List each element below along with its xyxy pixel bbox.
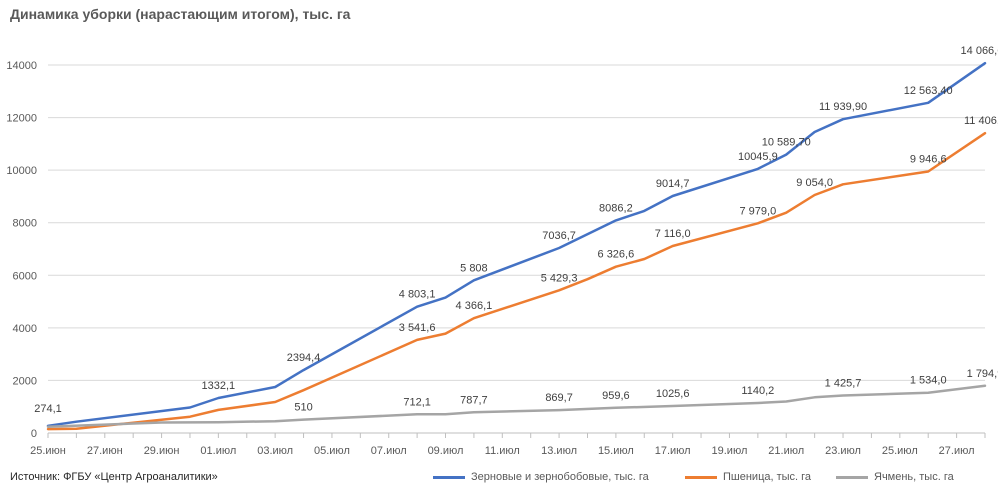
y-tick-label: 14000 [6,60,37,72]
data-label: 869,7 [545,392,573,404]
legend-label-barley: Ячмень, тыс. га [874,471,954,483]
data-label: 9 946,6 [910,154,947,166]
data-label: 6 326,6 [598,249,635,261]
x-tick-label: 07.июл [371,445,407,457]
legend-label-wheat: Пшеница, тыс. га [723,471,812,483]
data-label: 10045,9 [738,151,778,163]
x-tick-label: 01.июл [200,445,236,457]
data-label: 2394,4 [287,352,321,364]
data-label: 787,7 [460,394,488,406]
y-tick-label: 12000 [6,113,37,125]
data-label: 7 979,0 [739,205,776,217]
series-line-2 [46,384,987,428]
x-tick-label: 27.июл [939,445,975,457]
data-label: 1140,2 [741,385,774,397]
legend-label-grain: Зерновые и зернобобовые, тыс. га [471,471,649,483]
x-tick-label: 15.июл [598,445,634,457]
y-tick-label: 6000 [13,270,37,282]
y-tick-label: 8000 [13,218,37,230]
data-label: 1 425,7 [825,378,862,390]
x-tick-label: 09.июл [428,445,464,457]
x-tick-label: 11.июл [485,445,520,457]
data-label: 4 803,1 [399,289,436,301]
x-tick-label: 05.июл [314,445,350,457]
data-label: 14 066,60 [961,45,998,57]
legend-swatch-grain [433,475,465,479]
data-label: 959,6 [602,390,630,402]
x-tick-label: 21.июл [768,445,804,457]
data-label: 10 589,70 [762,137,811,149]
legend-swatch-wheat [685,475,717,479]
data-label: 8086,2 [599,202,633,214]
x-tick-label: 13.июл [541,445,577,457]
x-tick-label: 25.июл [882,445,918,457]
y-tick-label: 10000 [6,165,37,177]
data-label: 510 [294,402,312,414]
data-label: 12 563,40 [904,85,953,97]
data-label: 1332,1 [202,380,236,392]
x-tick-label: 29.июн [144,445,180,457]
x-tick-label: 19.июл [712,445,748,457]
data-label: 7 116,0 [655,228,691,240]
y-tick-label: 2000 [13,375,37,387]
data-label: 7036,7 [542,230,576,242]
legend-item-grain: Зерновые и зернобобовые, тыс. га [433,471,649,483]
x-tick-label: 03.июл [257,445,293,457]
y-tick-label: 4000 [13,323,37,335]
series-line-1 [46,131,987,431]
data-label: 11 939,90 [819,101,867,113]
data-label: 1025,6 [656,388,690,400]
data-label: 4 366,1 [456,300,493,312]
chart-title: Динамика уборки (нарастающим итогом), ты… [10,6,351,22]
x-tick-label: 27.июн [87,445,123,457]
legend-swatch-barley [836,475,868,479]
x-tick-label: 25.июн [30,445,66,457]
data-label: 3 541,6 [399,322,436,334]
source-note: Источник: ФГБУ «Центр Агроаналитики» [10,471,218,483]
legend-item-wheat: Пшеница, тыс. га [685,471,811,483]
data-label: 5 808 [460,262,488,274]
legend-item-barley: Ячмень, тыс. га [836,471,954,483]
data-label: 5 429,3 [541,272,578,284]
data-label: 9014,7 [656,178,690,190]
x-tick-label: 23.июл [825,445,861,457]
data-label: 1 794,9 [967,368,998,380]
data-label: 11 406,7 [964,115,998,127]
x-tick-label: 17.июл [655,445,691,457]
y-tick-label: 0 [31,428,37,440]
data-label: 274,1 [34,403,62,415]
data-label: 712,1 [403,396,431,408]
data-label: 1 534,0 [910,375,947,387]
data-label: 9 054,0 [796,177,833,189]
series-line-0 [46,61,987,428]
